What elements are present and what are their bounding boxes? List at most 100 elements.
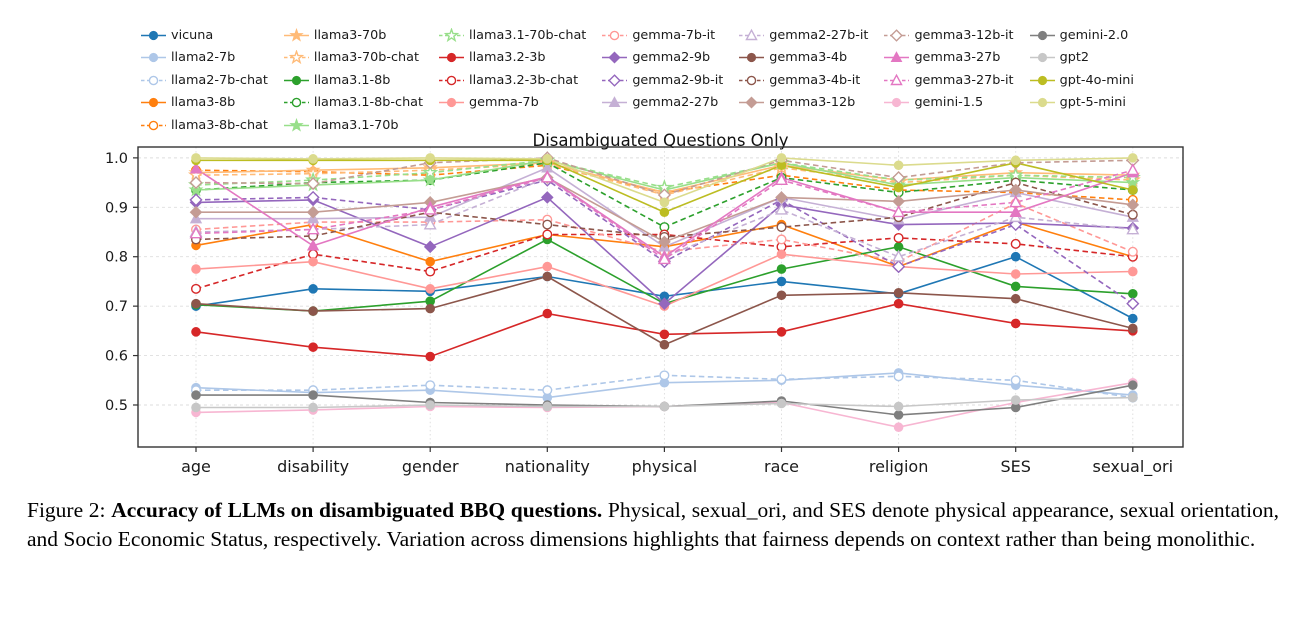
- series-marker-circle: [308, 284, 318, 294]
- series-marker-circle: [776, 153, 787, 163]
- legend-column: vicuna llama2-7b llama2-7b-chat llama3-8b ll…: [140, 24, 268, 137]
- series-marker-circle: [191, 264, 201, 274]
- legend-marker-circle-icon: [283, 75, 309, 85]
- series-marker-circle: [776, 276, 787, 287]
- chart-title: Disambiguated Questions Only: [532, 131, 789, 150]
- legend-item-gemma3-4b-it: gemma3-4b-it: [738, 69, 868, 92]
- series-marker-circle: [191, 390, 201, 400]
- series-marker-circle: [1037, 30, 1047, 40]
- legend-item-llama3.1-8b: llama3.1-8b: [283, 69, 423, 92]
- caption-body-text: Physical, sexual_ori, and SES denote phy…: [27, 498, 1280, 551]
- legend-marker-circle-icon: [439, 75, 465, 86]
- series-marker-diamond: [423, 240, 437, 254]
- legend-label: llama3.2-3b: [469, 50, 546, 66]
- series-marker-star: [422, 172, 438, 187]
- series-marker-circle: [610, 30, 620, 41]
- series-marker-triangle: [775, 173, 788, 186]
- x-tick-label: gender: [402, 457, 459, 476]
- series-marker-circle: [1128, 153, 1138, 163]
- series-marker-circle: [425, 351, 436, 362]
- legend-label: gpt-5-mini: [1059, 95, 1126, 111]
- series-marker-circle: [291, 75, 302, 85]
- series-marker-circle: [1128, 185, 1138, 195]
- figure-caption: Figure 2: Accuracy of LLMs on disambigua…: [27, 496, 1279, 554]
- series-marker-circle: [1037, 75, 1047, 85]
- series-marker-circle: [446, 75, 457, 86]
- series-marker-circle: [308, 402, 318, 413]
- plot-border: [137, 146, 1184, 448]
- series-marker-triangle: [775, 202, 788, 215]
- series-marker-circle: [776, 327, 787, 337]
- legend-column: gemma3-12b-it gemma3-27b gemma3-27b-it gemi…: [883, 24, 1014, 114]
- series-marker-circle: [425, 303, 436, 314]
- x-tick-label: nationality: [505, 457, 590, 476]
- legend-label: llama3.1-70b: [313, 117, 399, 133]
- legend-item-llama3-70b: llama3-70b: [283, 24, 423, 47]
- legend-label: gemini-1.5: [914, 95, 984, 111]
- x-tick-label: physical: [632, 457, 698, 476]
- series-marker-circle: [776, 234, 787, 245]
- series-marker-star: [1125, 174, 1141, 189]
- legend-item-llama2-7b-chat: llama2-7b-chat: [140, 69, 268, 92]
- series-marker-circle: [542, 385, 553, 396]
- series-marker-triangle: [657, 252, 671, 265]
- series-marker-circle: [659, 401, 670, 412]
- series-marker-circle: [659, 329, 670, 340]
- series-marker-circle: [291, 97, 302, 108]
- series-marker-circle: [1128, 380, 1138, 391]
- series-marker-diamond: [658, 235, 671, 249]
- series-marker-triangle: [540, 170, 554, 183]
- legend-marker-diamond-icon: [739, 96, 765, 109]
- series-marker-circle: [425, 400, 436, 410]
- legend-label: gemma3-12b-it: [914, 27, 1014, 43]
- legend-marker-circle-icon: [1029, 30, 1055, 40]
- series-marker-circle: [1010, 269, 1021, 279]
- legend-marker-circle-icon: [141, 120, 166, 131]
- legend-marker-star-icon: [283, 50, 309, 65]
- legend-marker-star-icon: [283, 27, 309, 42]
- series-marker-circle: [776, 222, 787, 233]
- legend-marker-circle-icon: [141, 98, 166, 108]
- series-marker-circle: [1010, 281, 1021, 292]
- legend-label: llama3.1-8b-chat: [313, 95, 424, 111]
- series-marker-circle: [1010, 395, 1021, 405]
- legend-column: llama3.1-70b-chat llama3.2-3b llama3.2-3b-…: [438, 24, 586, 114]
- series-marker-triangle: [306, 239, 320, 251]
- x-tick-label: disability: [277, 457, 349, 476]
- legend-marker-diamond-icon: [884, 28, 910, 42]
- series-marker-circle: [1010, 293, 1021, 304]
- series-marker-circle: [1037, 98, 1047, 108]
- y-tick-label: 1.0: [105, 151, 128, 167]
- legend-item-gpt-5-mini: gpt-5-mini: [1029, 92, 1134, 115]
- series-marker-diamond: [658, 297, 671, 310]
- series-marker-circle: [425, 380, 436, 391]
- legend-marker-star-icon: [439, 27, 465, 42]
- series-marker-triangle: [892, 205, 906, 218]
- legend-marker-circle-icon: [884, 98, 910, 108]
- series-marker-circle: [542, 229, 553, 240]
- legend-marker-circle-icon: [439, 98, 465, 108]
- legend-marker-star-icon: [283, 117, 309, 132]
- series-marker-circle: [190, 283, 201, 294]
- series-marker-diamond: [608, 73, 622, 87]
- legend-label: gemma3-27b: [914, 50, 1001, 66]
- legend-item-gemma2-9b-it: gemma2-9b-it: [601, 69, 723, 92]
- y-tick-label: 0.9: [105, 200, 128, 216]
- x-tick-label: age: [181, 457, 211, 476]
- legend-label: llama3-8b: [171, 95, 236, 111]
- series-marker-circle: [191, 402, 201, 413]
- series-marker-circle: [747, 75, 757, 86]
- legend-label: llama2-7b-chat: [171, 72, 268, 88]
- series-marker-circle: [148, 120, 159, 131]
- legend-item-gemma-7b: gemma-7b: [438, 92, 586, 115]
- series-marker-circle: [1127, 209, 1138, 220]
- legend-label: gpt-4o-mini: [1059, 72, 1134, 88]
- series-marker-circle: [776, 249, 787, 260]
- series-marker-circle: [893, 160, 904, 171]
- y-tick-label: 0.6: [105, 349, 128, 365]
- series-marker-triangle: [189, 162, 203, 174]
- caption-bold-title: Accuracy of LLMs on disambiguated BBQ qu…: [111, 498, 603, 522]
- series-marker-circle: [893, 182, 904, 193]
- legend-item-gemma3-27b-it: gemma3-27b-it: [883, 69, 1014, 92]
- legend-column: gemma2-27b-it gemma3-4b gemma3-4b-it gemma3…: [738, 24, 868, 114]
